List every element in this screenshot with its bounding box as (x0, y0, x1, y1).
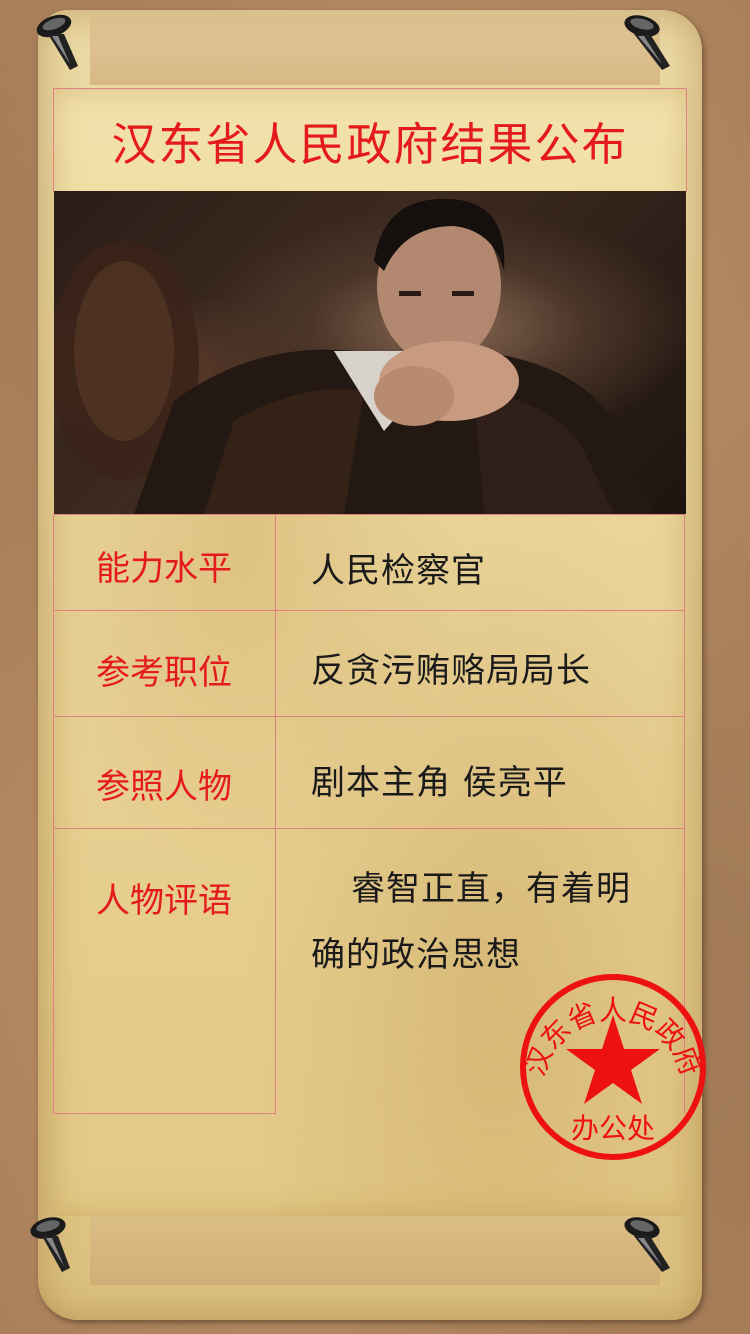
star-icon (566, 1015, 660, 1104)
title-box: 汉东省人民政府结果公布 (53, 88, 687, 192)
row-label: 参照人物 (96, 767, 232, 807)
seal-bottom-text: 办公处 (571, 1112, 655, 1145)
portrait-illustration (54, 198, 654, 514)
row-label: 人物评语 (96, 881, 232, 921)
pushpin-icon (30, 1217, 70, 1272)
row-value: 剧本主角 侯亮平 (311, 763, 568, 803)
scroll-top-curl (90, 15, 660, 85)
table-row: 参考职位 反贪污贿赂局局长 (53, 610, 685, 717)
table-row: 参照人物 剧本主角 侯亮平 (53, 716, 685, 829)
table-row: 能力水平 人民检察官 (53, 514, 685, 611)
pushpin-icon (624, 15, 670, 70)
scroll-bottom-curl (90, 1215, 660, 1285)
pushpin-icon (36, 14, 78, 70)
row-label: 参考职位 (96, 653, 232, 693)
portrait-photo (54, 191, 686, 514)
comment-text: 睿智正直，有着明确的政治思想 (311, 869, 631, 975)
row-value: 反贪污贿赂局局长 (311, 651, 591, 691)
page-title: 汉东省人民政府结果公布 (111, 117, 629, 171)
pushpin-icon (624, 1217, 670, 1272)
official-seal: 汉东省人民政府 办公处 (518, 974, 708, 1160)
column-divider (275, 514, 276, 1114)
info-table: 能力水平 人民检察官 参考职位 反贪污贿赂局局长 参照人物 剧本主角 侯亮平 人… (53, 514, 685, 1114)
row-label: 能力水平 (96, 549, 232, 589)
table-row: 人物评语 (53, 828, 685, 1114)
row-value: 人民检察官 (311, 551, 486, 591)
